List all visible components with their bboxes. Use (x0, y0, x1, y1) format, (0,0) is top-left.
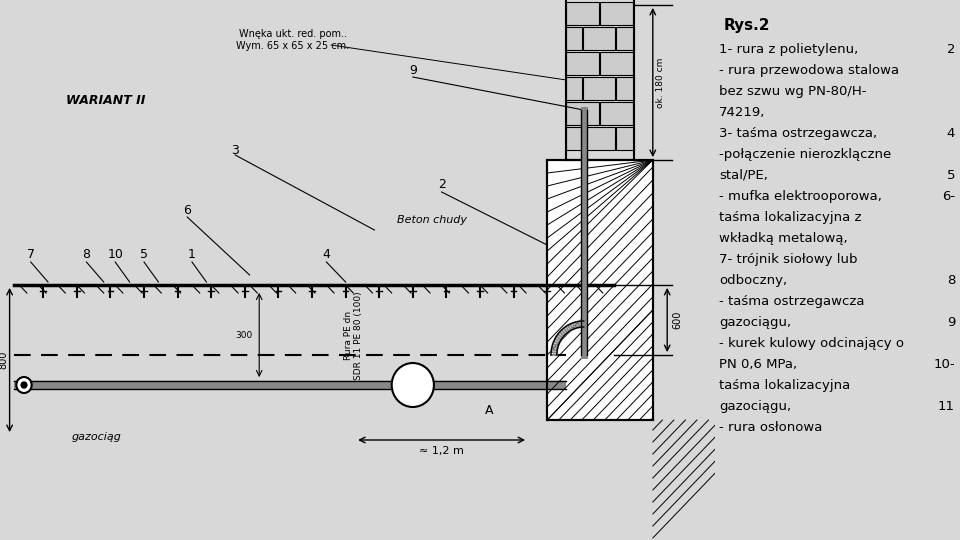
Text: Wnęka ukt. red. pom..
Wym. 65 x 65 x 25 cm.: Wnęka ukt. red. pom.. Wym. 65 x 65 x 25 … (236, 29, 349, 51)
Text: 1: 1 (188, 248, 196, 261)
Text: 10: 10 (108, 248, 123, 261)
Circle shape (16, 377, 32, 393)
Text: - rura przewodowa stalowa: - rura przewodowa stalowa (719, 64, 900, 77)
Bar (547, 160, 653, 420)
Text: 300: 300 (235, 330, 252, 340)
Bar (566, 102, 599, 125)
Text: 5: 5 (140, 248, 148, 261)
Text: Rys.2: Rys.2 (723, 18, 770, 33)
Bar (583, 77, 615, 100)
Text: gazociągu,: gazociągu, (719, 316, 791, 329)
Bar (600, 102, 633, 125)
Text: 2: 2 (947, 43, 955, 56)
Text: stal/PE,: stal/PE, (719, 169, 768, 182)
Text: wkładką metalową,: wkładką metalową, (719, 232, 848, 245)
Text: 2: 2 (438, 179, 445, 192)
Bar (600, 52, 633, 75)
Text: 4: 4 (947, 127, 955, 140)
Text: - taśma ostrzegawcza: - taśma ostrzegawcza (719, 295, 865, 308)
Bar (566, 52, 599, 75)
Bar (566, 27, 582, 50)
Text: -połączenie nierozklączne: -połączenie nierozklączne (719, 148, 892, 161)
Text: - mufka elektrooporowa,: - mufka elektrooporowa, (719, 190, 882, 203)
Bar (616, 127, 634, 150)
Text: Rura PE dn
SDR 11 PE 80 (100): Rura PE dn SDR 11 PE 80 (100) (344, 292, 363, 380)
Text: 4: 4 (323, 248, 330, 261)
Text: 7: 7 (27, 248, 35, 261)
Text: Beton chudy: Beton chudy (397, 215, 467, 225)
Bar (583, 27, 615, 50)
Bar (566, 2, 599, 25)
Text: PN 0,6 MPa,: PN 0,6 MPa, (719, 358, 798, 371)
Bar (566, 127, 582, 150)
Bar (583, 127, 615, 150)
Text: 3: 3 (231, 144, 239, 157)
Bar (616, 27, 634, 50)
Text: 9: 9 (947, 316, 955, 329)
Text: ≈ 1,2 m: ≈ 1,2 m (420, 446, 464, 456)
Bar (566, 77, 582, 100)
Text: A: A (486, 403, 493, 416)
Text: 3- taśma ostrzegawcza,: 3- taśma ostrzegawcza, (719, 127, 877, 140)
Text: - kurek kulowy odcinający o: - kurek kulowy odcinający o (719, 337, 904, 350)
Text: 9: 9 (409, 64, 417, 77)
Text: - rura osłonowa: - rura osłonowa (719, 421, 823, 434)
Text: 10-: 10- (933, 358, 955, 371)
Text: 5: 5 (947, 169, 955, 182)
Text: gazociągu,: gazociągu, (719, 400, 791, 413)
Text: 11: 11 (938, 400, 955, 413)
Text: bez szwu wg PN-80/H-: bez szwu wg PN-80/H- (719, 85, 867, 98)
Circle shape (21, 382, 27, 388)
Text: 600: 600 (672, 311, 682, 329)
Bar (600, 2, 633, 25)
Text: odboczny,: odboczny, (719, 274, 787, 287)
Text: 1- rura z polietylenu,: 1- rura z polietylenu, (719, 43, 858, 56)
Circle shape (392, 363, 434, 407)
Text: 6: 6 (183, 204, 191, 217)
Text: taśma lokalizacyjna z: taśma lokalizacyjna z (719, 211, 862, 224)
Text: 7- trójnik siołowy lub: 7- trójnik siołowy lub (719, 253, 857, 266)
Text: 74219,: 74219, (719, 106, 765, 119)
Text: 6-: 6- (942, 190, 955, 203)
Text: 8: 8 (83, 248, 90, 261)
Bar (616, 77, 634, 100)
Text: 8: 8 (947, 274, 955, 287)
Text: ok. 180 cm: ok. 180 cm (656, 58, 664, 108)
Text: taśma lokalizacyjna: taśma lokalizacyjna (719, 379, 851, 392)
Text: gazociąg: gazociąg (72, 432, 122, 442)
Text: 800: 800 (0, 351, 9, 369)
Text: WARIANT II: WARIANT II (66, 93, 145, 106)
